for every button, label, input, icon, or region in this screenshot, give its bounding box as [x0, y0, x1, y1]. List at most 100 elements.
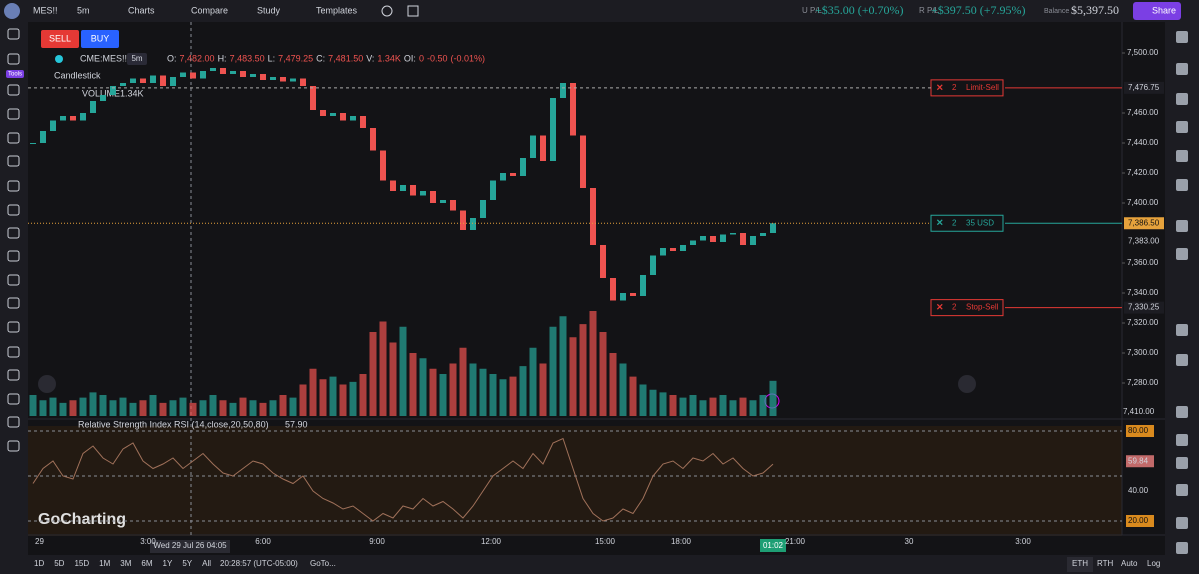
- sidebar-icon[interactable]: [1176, 517, 1188, 529]
- range-button[interactable]: 6M: [141, 559, 152, 568]
- candle: [500, 173, 506, 181]
- tool-icon[interactable]: [7, 53, 20, 65]
- range-button[interactable]: 3M: [120, 559, 131, 568]
- sidebar-icon[interactable]: [1176, 179, 1188, 191]
- scroll-left[interactable]: [38, 375, 56, 393]
- session-option[interactable]: ETH: [1072, 559, 1088, 568]
- sidebar-icon[interactable]: [1176, 406, 1188, 418]
- compare-menu[interactable]: Compare: [191, 5, 228, 15]
- session-option[interactable]: Auto: [1121, 559, 1138, 568]
- candle: [40, 131, 46, 143]
- session-option[interactable]: Log: [1147, 559, 1160, 568]
- volume-bar: [189, 402, 197, 416]
- extra-price-label: 7,410.00: [1123, 407, 1155, 416]
- sidebar-icon[interactable]: [1176, 121, 1188, 133]
- range-button[interactable]: 5Y: [182, 559, 192, 568]
- range-button[interactable]: 5D: [54, 559, 64, 568]
- sidebar-icon[interactable]: [1176, 354, 1188, 366]
- settings-icon[interactable]: [381, 5, 393, 17]
- sidebar-icon[interactable]: [1176, 220, 1188, 232]
- candle: [550, 98, 556, 161]
- sidebar-icon[interactable]: [1176, 434, 1188, 446]
- candle: [670, 248, 676, 251]
- tool-icon[interactable]: [7, 155, 20, 167]
- volume-bar: [709, 397, 717, 416]
- goto[interactable]: GoTo...: [310, 559, 336, 568]
- sell-button[interactable]: [41, 30, 79, 48]
- tool-icon[interactable]: [7, 393, 20, 405]
- volume-bar: [29, 395, 37, 416]
- volume-bar: [239, 397, 247, 416]
- tool-icon[interactable]: [7, 250, 20, 262]
- rsi-tick-label: 40.00: [1128, 486, 1149, 495]
- tool-icon[interactable]: [7, 346, 20, 358]
- symbol-menu[interactable]: MES!!: [33, 5, 58, 15]
- order-label: Limit-Sell: [966, 83, 999, 92]
- sidebar-icon[interactable]: [1176, 484, 1188, 496]
- sidebar-icon[interactable]: [1176, 457, 1188, 469]
- range-button[interactable]: 1Y: [163, 559, 173, 568]
- share-label[interactable]: Share: [1152, 5, 1176, 15]
- tool-icon[interactable]: [7, 297, 20, 309]
- tool-icon[interactable]: [7, 28, 20, 40]
- sidebar-icon[interactable]: [1176, 248, 1188, 260]
- avatar[interactable]: [4, 3, 20, 19]
- candle: [470, 218, 476, 230]
- range-button[interactable]: 15D: [74, 559, 89, 568]
- candle: [570, 83, 576, 136]
- volume-bar: [149, 395, 157, 416]
- candle: [320, 110, 326, 116]
- sidebar-icon[interactable]: [1176, 324, 1188, 336]
- tool-icon[interactable]: [7, 84, 20, 96]
- sidebar-icon[interactable]: [1176, 63, 1188, 75]
- fullscreen-icon[interactable]: [407, 5, 419, 17]
- rsi-current-label: 59.84: [1128, 456, 1149, 465]
- interval-menu[interactable]: 5m: [77, 5, 90, 15]
- candle: [80, 113, 86, 121]
- tool-icon[interactable]: [7, 369, 20, 381]
- order-box[interactable]: [930, 214, 1004, 232]
- buy-label[interactable]: BUY: [91, 33, 110, 43]
- scroll-right[interactable]: [958, 375, 976, 393]
- tool-icon[interactable]: [7, 416, 20, 428]
- range-button[interactable]: All: [202, 559, 211, 568]
- study-menu[interactable]: Study: [257, 5, 281, 15]
- sidebar-icon[interactable]: [1176, 542, 1188, 554]
- sidebar-icon[interactable]: [1176, 31, 1188, 43]
- range-button[interactable]: 1D: [34, 559, 44, 568]
- templates-menu[interactable]: Templates: [316, 5, 358, 15]
- price-tag: [1124, 81, 1164, 94]
- order-box[interactable]: [930, 299, 1004, 317]
- buy-button[interactable]: [81, 30, 119, 48]
- tool-icon[interactable]: [7, 321, 20, 333]
- charts-menu[interactable]: Charts: [128, 5, 155, 15]
- volume-bar: [769, 380, 777, 416]
- candle: [540, 135, 546, 161]
- volume-bar: [269, 400, 277, 416]
- volume-bar: [649, 389, 657, 416]
- series-label: Candlestick: [54, 70, 101, 80]
- y-tick-label: 7,400.00: [1127, 198, 1159, 207]
- session-option[interactable]: RTH: [1097, 559, 1114, 568]
- tool-icon[interactable]: [7, 132, 20, 144]
- tool-icon[interactable]: [7, 204, 20, 216]
- range-button[interactable]: 1M: [99, 559, 110, 568]
- tool-icon[interactable]: [7, 440, 20, 452]
- tool-icon[interactable]: [7, 227, 20, 239]
- candle: [690, 240, 696, 245]
- volume-bar: [329, 376, 337, 416]
- sell-label[interactable]: SELL: [49, 33, 71, 43]
- tool-icon[interactable]: [7, 180, 20, 192]
- share-button[interactable]: [1133, 2, 1181, 20]
- clock: 20:28:57 (UTC-05:00): [220, 559, 298, 568]
- tool-icon[interactable]: [7, 108, 20, 120]
- volume-bar: [469, 363, 477, 416]
- volume-bar: [539, 363, 547, 416]
- volume-bar: [299, 384, 307, 416]
- volume-bar: [309, 368, 317, 416]
- order-qty: 2: [952, 303, 957, 312]
- volume-bar: [169, 400, 177, 416]
- sidebar-icon[interactable]: [1176, 93, 1188, 105]
- tool-icon[interactable]: [7, 274, 20, 286]
- sidebar-icon[interactable]: [1176, 150, 1188, 162]
